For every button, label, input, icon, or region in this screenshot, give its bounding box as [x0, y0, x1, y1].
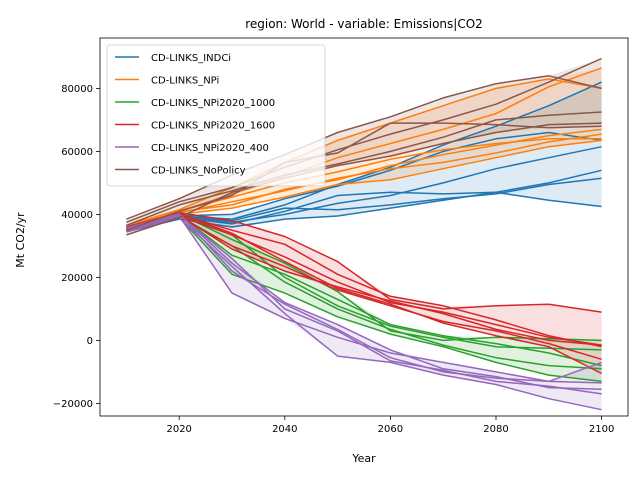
series-line-2-2 — [126, 216, 602, 383]
plot-frame — [99, 37, 629, 417]
series-line-1-0 — [126, 78, 602, 227]
y-tick-label: 40000 — [61, 210, 93, 221]
series-line-5-0 — [126, 75, 602, 220]
series-line-4-3 — [126, 214, 602, 395]
y-tick-label: −20000 — [53, 399, 93, 410]
x-tick-label: 2060 — [378, 424, 403, 435]
legend-entry: CD-LINKS_NPi2020_1000 — [151, 98, 275, 109]
x-tick-label: 2080 — [483, 424, 508, 435]
x-tick-label: 2040 — [272, 424, 297, 435]
y-axis-label: Mt CO2/yr — [14, 212, 27, 268]
series-line-3-2 — [126, 215, 602, 346]
legend-box — [106, 44, 326, 187]
y-tick-label: 80000 — [61, 84, 93, 95]
legend-entry: CD-LINKS_NoPolicy — [151, 166, 246, 177]
x-tick-label: 2020 — [166, 424, 191, 435]
series-line-0-1 — [126, 191, 602, 231]
range-band-4 — [126, 213, 602, 410]
y-tick-label: 60000 — [61, 147, 93, 158]
y-tick-label: 20000 — [61, 273, 93, 284]
x-tick-label: 2100 — [589, 424, 614, 435]
series-line-1-5 — [126, 128, 602, 229]
legend-entry: CD-LINKS_NPi2020_1600 — [151, 121, 275, 132]
series-line-0-5 — [126, 131, 602, 230]
legend-entry: CD-LINKS_NPi2020_400 — [151, 143, 269, 154]
series-line-1-1 — [126, 67, 602, 228]
series-line-3-1 — [126, 213, 602, 348]
series-line-2-0 — [126, 213, 602, 351]
series-line-3-5 — [126, 212, 602, 375]
y-tick-label: 0 — [87, 336, 93, 347]
range-band-5 — [126, 58, 602, 235]
legend: CD-LINKS_INDCi CD-LINKS_NPi CD-LINKS_NPi20… — [106, 44, 326, 187]
series-line-3-0 — [126, 212, 602, 313]
series-line-1-3 — [126, 139, 602, 231]
series-line-5-2 — [126, 111, 602, 227]
series-line-4-0 — [126, 213, 602, 390]
x-axis-label: Year — [351, 452, 376, 465]
series-line-5-3 — [126, 122, 602, 236]
series-line-5-1 — [126, 57, 602, 223]
series-line-0-0 — [126, 81, 602, 230]
series-line-2-4 — [126, 213, 602, 342]
series-lines — [126, 57, 602, 411]
chart-title: region: World - variable: Emissions|CO2 — [245, 17, 483, 31]
series-line-4-4 — [126, 213, 602, 383]
series-line-5-4 — [126, 122, 602, 231]
series-line-0-3 — [126, 145, 602, 231]
series-line-3-4 — [126, 214, 602, 346]
legend-entry: CD-LINKS_NPi — [151, 76, 219, 87]
series-line-0-4 — [126, 177, 602, 230]
y-axis-ticks: −20000 0 20000 40000 60000 80000 — [53, 84, 100, 410]
x-axis-ticks: 2020 2040 2060 2080 2100 — [166, 416, 614, 435]
legend-entry: CD-LINKS_INDCi — [151, 53, 231, 64]
